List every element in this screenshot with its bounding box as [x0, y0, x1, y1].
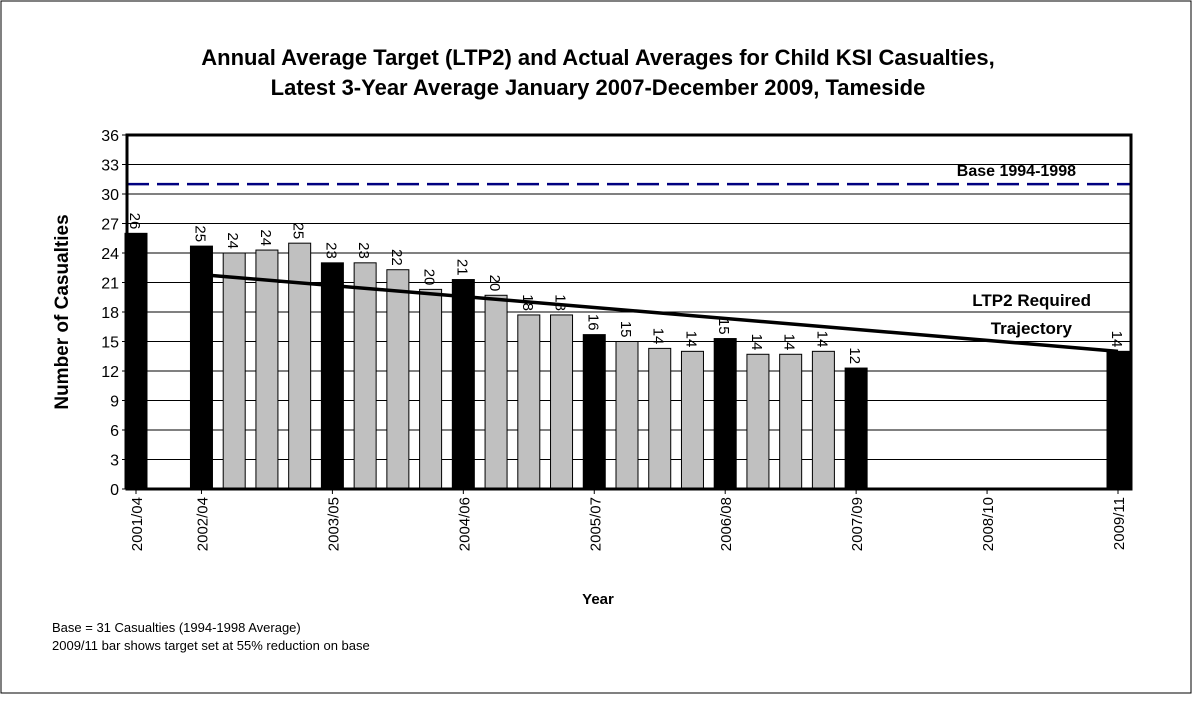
y-tick-label: 0	[110, 482, 119, 499]
bar	[1106, 350, 1130, 490]
bar	[320, 262, 344, 490]
x-tick-label: 2001/04	[129, 497, 146, 551]
x-axis-label: Year	[582, 591, 614, 608]
base-line-label: Base 1994-1998	[957, 163, 1076, 180]
chart-title: Latest 3-Year Average January 2007-Decem…	[271, 75, 926, 100]
value-label: 21	[453, 259, 470, 276]
note: 2009/11 bar shows target set at 55% redu…	[52, 638, 370, 653]
value-label: 25	[191, 225, 208, 242]
bar	[484, 294, 508, 490]
y-tick-label: 12	[101, 364, 119, 381]
value-label: 14	[682, 331, 699, 348]
bar	[451, 279, 475, 490]
value-label: 20	[486, 275, 503, 292]
value-label: 14	[813, 331, 830, 348]
chart-title: Annual Average Target (LTP2) and Actual …	[201, 45, 994, 70]
bar	[189, 245, 213, 490]
value-label: 20	[421, 269, 438, 286]
bar	[288, 242, 312, 490]
bar	[255, 249, 279, 490]
value-label: 14	[650, 328, 667, 345]
x-tick-label: 2006/08	[718, 497, 735, 551]
bar	[386, 269, 410, 490]
y-tick-label: 15	[101, 335, 119, 352]
value-label: 22	[388, 249, 405, 266]
value-label: 14	[748, 334, 765, 351]
x-tick-label: 2008/10	[980, 497, 997, 551]
y-axis-label: Number of Casualties	[52, 214, 73, 409]
x-tick-label: 2005/07	[587, 497, 604, 551]
bar	[550, 314, 574, 490]
bar	[811, 350, 835, 490]
value-label: 15	[715, 318, 732, 335]
x-tick-label: 2009/11	[1111, 497, 1128, 550]
bar	[517, 314, 541, 490]
bar	[582, 334, 606, 490]
bar	[844, 367, 868, 490]
bar	[648, 347, 672, 490]
trajectory-label: Trajectory	[991, 319, 1073, 338]
y-tick-label: 36	[101, 128, 119, 145]
y-tick-label: 6	[110, 423, 119, 440]
value-label: 24	[224, 232, 241, 249]
value-label: 23	[355, 242, 372, 259]
trajectory-label: LTP2 Required	[972, 291, 1091, 310]
value-label: 12	[846, 347, 863, 364]
plot-frame	[125, 133, 1133, 491]
value-label: 16	[584, 314, 601, 331]
y-tick-label: 30	[101, 187, 119, 204]
x-tick-label: 2004/06	[456, 497, 473, 551]
bar	[419, 288, 443, 490]
value-label: 23	[322, 242, 339, 259]
value-label: 14	[781, 334, 798, 351]
bar	[713, 338, 737, 490]
bar	[615, 341, 639, 490]
note: Base = 31 Casualties (1994-1998 Average)	[52, 620, 301, 635]
bar	[779, 353, 803, 490]
trajectory-line	[201, 272, 1119, 354]
y-tick-label: 21	[101, 276, 119, 293]
y-tick-label: 3	[110, 453, 119, 470]
bar	[746, 353, 770, 490]
y-tick-label: 24	[101, 246, 119, 263]
x-tick-label: 2002/04	[194, 497, 211, 551]
value-label: 14	[1108, 331, 1125, 348]
value-label: 15	[617, 321, 634, 338]
y-tick-label: 18	[101, 305, 119, 322]
value-label: 26	[126, 213, 143, 230]
y-tick-label: 33	[101, 158, 119, 175]
bar	[680, 350, 704, 490]
x-tick-label: 2003/05	[325, 497, 342, 551]
bar	[222, 252, 246, 490]
bar	[353, 262, 377, 490]
y-tick-label: 27	[101, 217, 119, 234]
y-tick-label: 9	[110, 394, 119, 411]
value-label: 25	[290, 222, 307, 239]
x-tick-label: 2007/09	[849, 497, 866, 551]
value-label: 18	[552, 294, 569, 311]
value-label: 24	[257, 229, 274, 246]
